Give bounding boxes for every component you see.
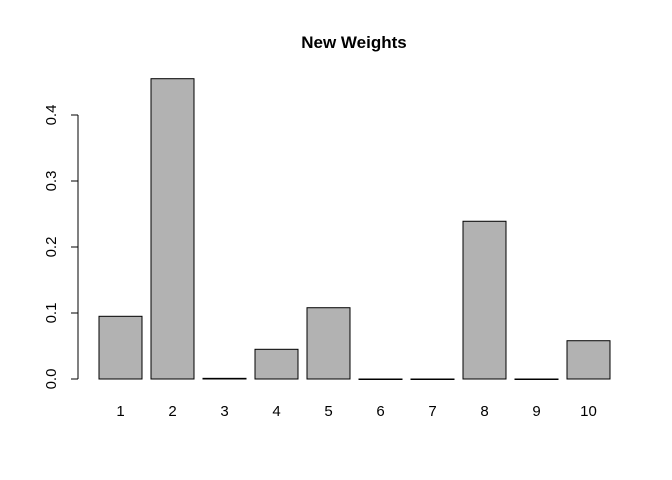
y-tick-label-0.1: 0.1 [43,303,60,324]
y-tick-label-0.2: 0.2 [43,237,60,258]
bars-group [98,78,611,380]
chart-title: New Weights [301,33,406,52]
bar-8 [462,220,507,380]
x-tick-label-3: 3 [220,403,228,420]
bar-9 [514,378,559,380]
bar-2 [150,78,195,380]
bar-5 [306,307,351,380]
x-tick-label-2: 2 [168,403,176,420]
x-tick-label-10: 10 [580,403,597,420]
bar-10 [566,340,611,380]
y-tick-label-0.4: 0.4 [43,105,60,126]
x-tick-label-4: 4 [272,403,280,420]
y-tick-label-0.3: 0.3 [43,171,60,192]
x-tick-label-9: 9 [532,403,540,420]
bar-7 [410,378,455,380]
bar-3 [202,377,247,380]
x-tick-label-5: 5 [324,403,332,420]
x-tick-label-6: 6 [376,403,384,420]
x-tick-label-7: 7 [428,403,436,420]
bar-1 [98,315,143,380]
x-tick-label-1: 1 [116,403,124,420]
y-tick-label-0.0: 0.0 [43,369,60,390]
x-tick-labels: 1 2 3 4 5 6 7 8 9 10 [116,403,597,420]
bar-4 [254,348,299,380]
y-axis: 0.0 0.1 0.2 0.3 0.4 [43,105,79,390]
bar-6 [358,378,403,380]
x-tick-label-8: 8 [480,403,488,420]
